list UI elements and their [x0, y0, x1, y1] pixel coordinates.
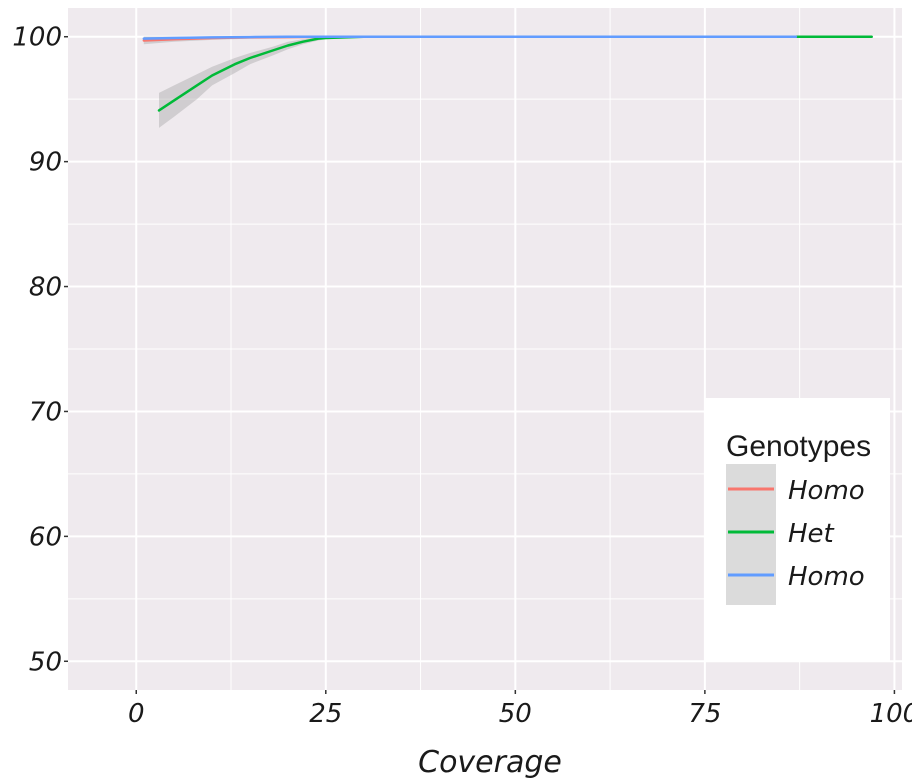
y-tick-label: 90	[29, 148, 62, 178]
legend-label: Homo	[788, 476, 865, 506]
x-tick-label: 25	[309, 699, 342, 729]
series-line-3	[142, 35, 798, 40]
legend-box	[704, 398, 890, 662]
x-tick-label: 100	[870, 699, 912, 729]
y-tick-label: 100	[12, 23, 62, 53]
y-axis-ticks: 50 60 70 80 90 100	[12, 23, 68, 677]
y-tick-label: 80	[29, 273, 62, 303]
x-axis-title: Coverage	[418, 745, 562, 780]
x-tick-label: 0	[128, 699, 145, 729]
series-lines	[142, 35, 873, 112]
legend-key-band	[726, 464, 776, 605]
legend-label: Homo	[788, 562, 865, 592]
legend-title: Genotypes	[726, 430, 871, 463]
x-tick-label: 50	[499, 699, 532, 729]
x-tick-label: 75	[688, 699, 721, 729]
legend-label: Het	[788, 519, 835, 549]
x-axis-ticks: 0 25 50 75 100	[128, 690, 912, 729]
y-tick-label: 70	[29, 397, 62, 427]
legend: Genotypes Homo Het Homo	[704, 398, 890, 662]
y-tick-label: 60	[29, 522, 62, 552]
y-tick-label: 50	[29, 647, 62, 677]
